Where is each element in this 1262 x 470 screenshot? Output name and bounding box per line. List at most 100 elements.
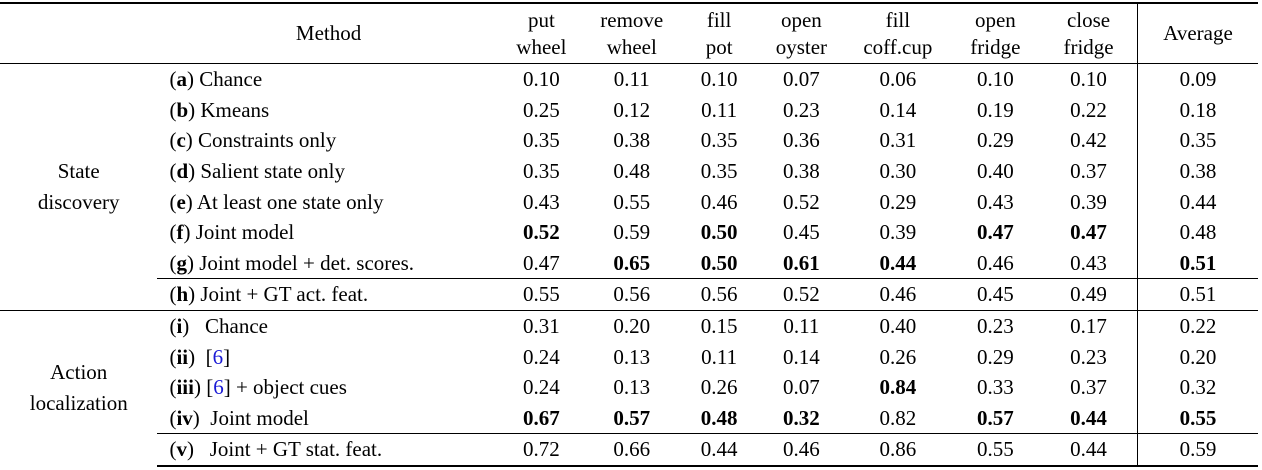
value-cell: 0.33: [976, 375, 1014, 400]
value-cell: 0.50: [700, 220, 738, 245]
table-row: (c) Constraints only 0.35 0.38 0.35 0.36 0.31…: [0, 125, 1258, 156]
average-cell: 0.09: [1137, 62, 1258, 95]
value-cell: 0.31: [879, 128, 917, 153]
value-cell: 0.22: [1070, 97, 1107, 122]
value-cell: 0.44: [1070, 405, 1107, 430]
method-cell: (b) Kmeans: [169, 97, 270, 122]
value-cell: 0.11: [701, 97, 738, 122]
value-cell: 0.23: [950, 309, 1041, 342]
value-cell: 0.46: [976, 250, 1014, 275]
value-cell: 0.10: [680, 62, 758, 95]
value-cell: 0.13: [613, 375, 651, 400]
method-letter: f: [176, 220, 184, 245]
method-letter: e: [176, 189, 186, 214]
value-cell: 0.57: [613, 405, 651, 430]
value-cell: 0.23: [1070, 344, 1107, 369]
method-name: Joint + GT act. feat.: [195, 282, 369, 307]
value-cell: 0.11: [701, 344, 738, 369]
value-cell: 0.31: [499, 309, 584, 342]
value-cell: 0.12: [613, 97, 651, 122]
table-row: (iv) Joint model 0.67 0.57 0.48 0.32 0.82 0.57…: [0, 402, 1258, 434]
average-cell: 0.32: [1137, 371, 1258, 403]
value-cell: 0.46: [700, 189, 738, 214]
table-row: Action localization (i) Chance 0.31 0.20 0.15…: [0, 309, 1258, 466]
value-cell: 0.17: [1040, 309, 1138, 342]
citation-link[interactable]: 6: [212, 344, 224, 369]
value-cell: 0.57: [976, 405, 1014, 430]
table-row: (g) Joint model + det. scores. 0.47 0.65 0.…: [0, 247, 1258, 279]
method-cell: (d) Salient state only: [169, 159, 346, 184]
method-letter: v: [176, 437, 187, 462]
value-cell: 0.29: [976, 344, 1014, 369]
value-cell: 0.40: [845, 309, 951, 342]
value-cell: 0.35: [700, 159, 738, 184]
value-cell: 0.46: [757, 433, 846, 467]
method-header: Method: [295, 21, 362, 45]
value-cell: 0.67: [523, 405, 560, 430]
value-cell: 0.37: [1070, 375, 1107, 400]
value-cell: 0.56: [680, 278, 758, 311]
value-cell: 0.23: [783, 97, 820, 122]
average-cell: 0.55: [1137, 402, 1258, 434]
value-cell: 0.10: [499, 62, 584, 95]
value-cell: 0.47: [976, 220, 1014, 245]
average-cell: 0.18: [1137, 94, 1258, 126]
average-cell: 0.35: [1137, 125, 1258, 156]
method-cell: (a) Chance: [157, 62, 500, 95]
average-cell: 0.44: [1137, 186, 1258, 217]
average-cell: 0.51: [1137, 247, 1258, 279]
value-cell: 0.86: [845, 433, 951, 467]
value-cell: 0.15: [680, 309, 758, 342]
value-cell: 0.40: [976, 159, 1014, 184]
value-cell: 0.35: [523, 159, 560, 184]
method-cell: (iv) Joint model: [169, 405, 309, 430]
method-name: ]: [223, 344, 231, 369]
column-header-close-fridge: close fridge: [1063, 7, 1114, 59]
value-cell: 0.82: [879, 405, 917, 430]
value-cell: 0.72: [499, 433, 584, 467]
value-cell: 0.14: [879, 97, 917, 122]
section-header-cell: [0, 3, 157, 64]
value-cell: 0.07: [783, 375, 820, 400]
method-letter: a: [176, 67, 187, 92]
column-header-remove-wheel: remove wheel: [600, 7, 664, 59]
table-row: (b) Kmeans 0.25 0.12 0.11 0.23 0.14 0.19 0.22 0.…: [0, 94, 1258, 126]
column-header-open-fridge: open fridge: [970, 7, 1021, 59]
value-cell: 0.49: [1040, 278, 1138, 311]
average-cell: 0.51: [1137, 278, 1258, 311]
table-row: (h) Joint + GT act. feat. 0.55 0.56 0.56 0.5…: [0, 278, 1258, 311]
value-cell: 0.38: [613, 128, 651, 153]
value-cell: 0.45: [950, 278, 1041, 311]
average-cell: 0.22: [1137, 309, 1258, 342]
value-cell: 0.46: [845, 278, 951, 311]
method-name: At least one state only: [192, 189, 384, 214]
method-name: Constraints only: [192, 128, 337, 153]
value-cell: 0.52: [523, 220, 560, 245]
value-cell: 0.56: [583, 278, 681, 311]
value-cell: 0.10: [1040, 62, 1138, 95]
method-name: Salient state only: [195, 159, 346, 184]
method-cell: (v) Joint + GT stat. feat.: [157, 433, 500, 467]
column-header-fill-pot: fill pot: [705, 7, 733, 59]
method-name: Joint + GT stat. feat.: [193, 437, 383, 462]
value-cell: 0.55: [950, 433, 1041, 467]
method-letter: g: [176, 250, 187, 275]
value-cell: 0.11: [583, 62, 681, 95]
method-cell: (iii) [6] + object cues: [169, 375, 347, 400]
value-cell: 0.11: [757, 309, 846, 342]
average-cell: 0.59: [1137, 433, 1258, 467]
value-cell: 0.30: [879, 159, 917, 184]
method-letter: b: [176, 97, 189, 122]
method-cell: (ii) [6]: [169, 344, 231, 369]
method-name: ] + object cues: [223, 375, 347, 400]
citation-link[interactable]: 6: [213, 375, 224, 400]
value-cell: 0.61: [783, 250, 820, 275]
value-cell: 0.47: [1070, 220, 1107, 245]
value-cell: 0.35: [523, 128, 560, 153]
table-row: (v) Joint + GT stat. feat. 0.72 0.66 0.44 0.…: [0, 433, 1258, 467]
value-cell: 0.43: [1070, 250, 1107, 275]
method-name: Joint model: [190, 220, 295, 245]
method-letter: ii: [176, 344, 189, 369]
